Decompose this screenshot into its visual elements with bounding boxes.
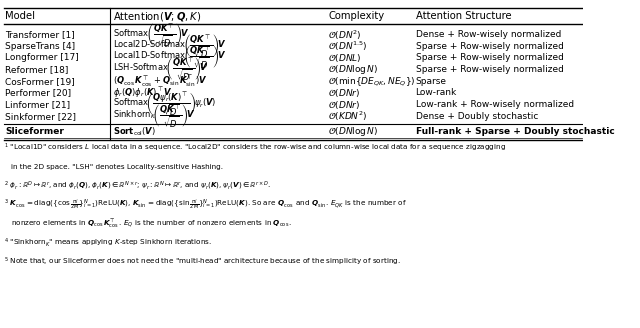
Text: Sliceformer: Sliceformer [5,128,64,136]
Text: Local1D-Softmax$\!\left(\dfrac{\boldsymbol{Q}\boldsymbol{K}^\top}{\sqrt{D}}\righ: Local1D-Softmax$\!\left(\dfrac{\boldsymb… [113,44,227,72]
Text: Sinkhorn$_K\!\left(\dfrac{\boldsymbol{Q}\boldsymbol{K}^\top}{\sqrt{D}}\right)\!\: Sinkhorn$_K\!\left(\dfrac{\boldsymbol{Q}… [113,103,196,130]
Text: $\mathcal{O}(DN^2)$: $\mathcal{O}(DN^2)$ [328,28,362,42]
Text: $\mathcal{O}(DNr)$: $\mathcal{O}(DNr)$ [328,87,360,99]
Text: $^1$ "Local1D" considers $L$ local data in a sequence. "Local2D" considers the r: $^1$ "Local1D" considers $L$ local data … [4,142,506,154]
Text: Performer [20]: Performer [20] [5,88,72,97]
Text: Reformer [18]: Reformer [18] [5,65,68,74]
Text: Softmax$\!\left(\dfrac{\boldsymbol{Q}\psi_r(\boldsymbol{K})^\top}{\sqrt{D}}\righ: Softmax$\!\left(\dfrac{\boldsymbol{Q}\ps… [113,91,217,118]
Text: SparseTrans [4]: SparseTrans [4] [5,42,76,51]
Text: $\mathcal{O}(DNL)$: $\mathcal{O}(DNL)$ [328,52,362,64]
Text: Dense + Doubly stochastic: Dense + Doubly stochastic [415,112,538,121]
Text: Attention($\boldsymbol{V};\boldsymbol{Q}, K$): Attention($\boldsymbol{V};\boldsymbol{Q}… [113,10,202,23]
Text: $^4$ "Sinkhorn$_K$" means applying $K$-step Sinkhorn iterations.: $^4$ "Sinkhorn$_K$" means applying $K$-s… [4,237,212,249]
Text: Model: Model [5,11,35,21]
Text: Longformer [17]: Longformer [17] [5,53,79,62]
Text: Sparse + Row-wisely normalized: Sparse + Row-wisely normalized [415,65,563,74]
Text: $^3$ $\boldsymbol{K}_{\cos} = \mathrm{diag}(\{\cos\frac{\pi i}{2M}\}_{i=1}^N)\ma: $^3$ $\boldsymbol{K}_{\cos} = \mathrm{di… [4,198,406,212]
Text: Low-rank + Row-wisely normalized: Low-rank + Row-wisely normalized [415,100,573,109]
Text: $^2$ $\phi_r : \mathbb{R}^D \mapsto \mathbb{R}^r$, and $\phi_r(\boldsymbol{Q}), : $^2$ $\phi_r : \mathbb{R}^D \mapsto \mat… [4,180,271,192]
Text: in the 2D space. "LSH" denotes Locality-sensitive Hashing.: in the 2D space. "LSH" denotes Locality-… [11,164,223,170]
Text: nonzero elements in $\boldsymbol{Q}_{\cos}\boldsymbol{K}_{\cos}^\top$. $E_Q$ is : nonzero elements in $\boldsymbol{Q}_{\co… [11,218,292,230]
Text: Sort$_{\mathrm{col}}(\boldsymbol{V})$: Sort$_{\mathrm{col}}(\boldsymbol{V})$ [113,126,156,138]
Text: CosFormer [19]: CosFormer [19] [5,77,75,86]
Text: Linformer [21]: Linformer [21] [5,100,70,109]
Text: Transformer [1]: Transformer [1] [5,31,75,39]
Text: $\mathcal{O}(KDN^2)$: $\mathcal{O}(KDN^2)$ [328,110,367,123]
Text: Low-rank: Low-rank [415,88,457,97]
Text: Softmax$\!\left(\dfrac{\boldsymbol{Q}\boldsymbol{K}^\top}{\sqrt{D}}\right)\!\bol: Softmax$\!\left(\dfrac{\boldsymbol{Q}\bo… [113,21,189,49]
Text: $^5$ Note that, our Sliceformer does not need the "multi-head" architecture beca: $^5$ Note that, our Sliceformer does not… [4,256,401,268]
Text: Sinkformer [22]: Sinkformer [22] [5,112,76,121]
Text: Dense + Row-wisely normalized: Dense + Row-wisely normalized [415,31,561,39]
Text: LSH-Softmax$\!\left(\dfrac{\boldsymbol{Q}\boldsymbol{K}^\top}{\sqrt{D}}\right)\!: LSH-Softmax$\!\left(\dfrac{\boldsymbol{Q… [113,56,209,83]
Text: Complexity: Complexity [328,11,384,21]
Text: Attention Structure: Attention Structure [415,11,511,21]
Text: Local2D-Softmax$\!\left(\dfrac{\boldsymbol{Q}\boldsymbol{K}^\top}{\sqrt{D}}\righ: Local2D-Softmax$\!\left(\dfrac{\boldsymb… [113,33,227,60]
Text: $\mathcal{O}(DN\log N)$: $\mathcal{O}(DN\log N)$ [328,63,379,76]
Text: $\mathcal{O}(DN^{1.5})$: $\mathcal{O}(DN^{1.5})$ [328,40,367,53]
Text: $(\boldsymbol{Q}_{\cos}\boldsymbol{K}_{\cos}^\top + \boldsymbol{Q}_{\sin}\boldsy: $(\boldsymbol{Q}_{\cos}\boldsymbol{K}_{\… [113,73,208,89]
Text: $\phi_r(\boldsymbol{Q})\phi_r(\boldsymbol{K})^\top \boldsymbol{V}$: $\phi_r(\boldsymbol{Q})\phi_r(\boldsymbo… [113,86,173,100]
Text: $\mathcal{O}(DNr)$: $\mathcal{O}(DNr)$ [328,98,360,111]
Text: Sparse: Sparse [415,77,447,86]
Text: $\mathcal{O}(\min\{DE_{QK}, NE_Q\})$: $\mathcal{O}(\min\{DE_{QK}, NE_Q\})$ [328,75,415,88]
Text: $\mathcal{O}(DN\log N)$: $\mathcal{O}(DN\log N)$ [328,126,379,138]
Text: Sparse + Row-wisely normalized: Sparse + Row-wisely normalized [415,53,563,62]
Text: Sparse + Row-wisely normalized: Sparse + Row-wisely normalized [415,42,563,51]
Text: Full-rank + Sparse + Doubly stochastic: Full-rank + Sparse + Doubly stochastic [415,128,614,136]
